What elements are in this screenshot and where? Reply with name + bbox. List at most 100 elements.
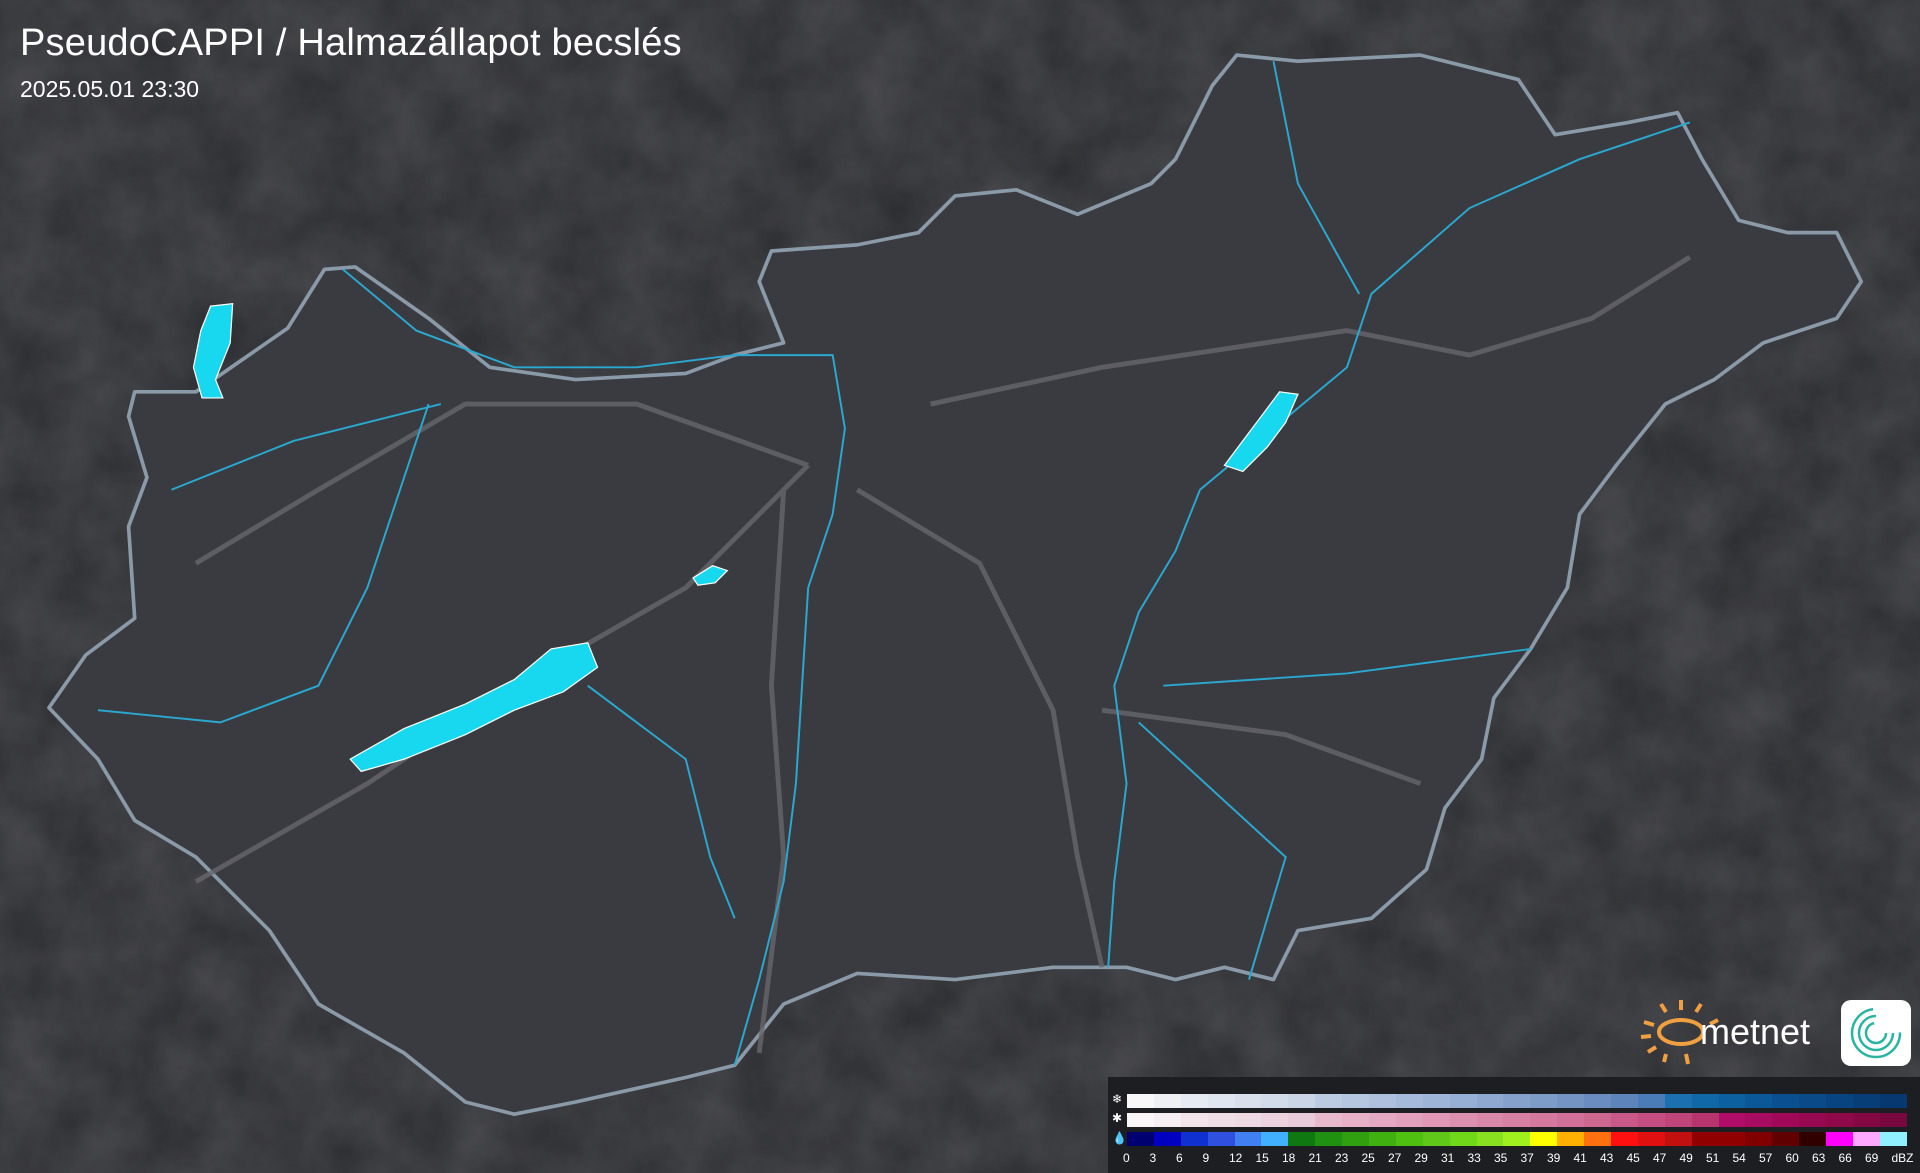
legend-swatch [1395, 1094, 1423, 1108]
legend-swatch [1153, 1113, 1181, 1127]
legend-swatch [1826, 1132, 1854, 1146]
legend-swatch [1503, 1094, 1531, 1108]
legend-swatch [1503, 1132, 1531, 1146]
legend-swatch [1611, 1132, 1638, 1146]
legend-swatch [1584, 1094, 1612, 1108]
legend-label: 25 [1361, 1151, 1375, 1165]
legend-swatch [1772, 1113, 1800, 1127]
lakes [192, 302, 1299, 773]
legend-swatch [1476, 1094, 1504, 1108]
legend-swatch [1799, 1132, 1827, 1146]
legend-swatch [1395, 1113, 1423, 1127]
legend-label: dBZ [1891, 1151, 1914, 1165]
legend-swatch [1261, 1132, 1289, 1146]
raindrop-icon: 💧 [1112, 1131, 1127, 1145]
lake-ferto [192, 302, 234, 399]
legend-swatch [1664, 1132, 1692, 1146]
legend-label: 6 [1176, 1151, 1183, 1165]
legend-swatch [1476, 1113, 1504, 1127]
legend-swatch [1503, 1113, 1531, 1127]
legend-label: 23 [1335, 1151, 1349, 1165]
legend-label: 31 [1441, 1151, 1455, 1165]
legend-swatch [1422, 1113, 1450, 1127]
legend-swatch [1691, 1113, 1719, 1127]
legend-swatch [1611, 1094, 1638, 1108]
legend-label: 60 [1785, 1151, 1799, 1165]
legend-swatch [1449, 1094, 1477, 1108]
legend-swatch [1557, 1113, 1585, 1127]
legend-label: 54 [1732, 1151, 1746, 1165]
logo-text: metnet [1700, 1011, 1810, 1052]
legend-swatch [1584, 1132, 1612, 1146]
country-hungary [47, 53, 1864, 1117]
legend-swatch [1342, 1094, 1370, 1108]
legend-label: 49 [1679, 1151, 1693, 1165]
legend-swatch [1584, 1113, 1612, 1127]
legend-swatch [1449, 1132, 1477, 1146]
legend-snow-scale [1127, 1094, 1907, 1108]
legend-label: 18 [1282, 1151, 1296, 1165]
legend-swatch [1153, 1132, 1181, 1146]
legend-label: 15 [1255, 1151, 1269, 1165]
legend-swatch [1180, 1132, 1208, 1146]
legend-swatch [1288, 1132, 1316, 1146]
legend-swatch [1745, 1113, 1773, 1127]
legend-label: 33 [1467, 1151, 1481, 1165]
legend-swatch [1422, 1132, 1450, 1146]
legend-swatch [1288, 1113, 1316, 1127]
legend-swatch [1207, 1132, 1235, 1146]
lake-tisza [1223, 391, 1299, 473]
legend-swatch [1557, 1094, 1585, 1108]
legend-label: 51 [1706, 1151, 1720, 1165]
legend-label: 43 [1600, 1151, 1614, 1165]
legend-swatch [1315, 1132, 1343, 1146]
dbz-legend: ❄ ✱ 💧 0 3 6 9 12 15 18 21 23 25 27 29 31 33 35 37 39 41 43… [1108, 1077, 1920, 1173]
legend-label: 45 [1626, 1151, 1640, 1165]
legend-swatch [1691, 1094, 1719, 1108]
legend-swatch [1395, 1132, 1423, 1146]
legend-mixed-scale [1127, 1113, 1907, 1127]
legend-swatch [1853, 1113, 1880, 1127]
legend-swatch [1127, 1113, 1154, 1127]
sleet-icon: ✱ [1112, 1111, 1123, 1125]
legend-swatch [1745, 1132, 1773, 1146]
legend-swatch [1530, 1132, 1558, 1146]
legend-swatch [1261, 1094, 1289, 1108]
legend-swatch [1637, 1094, 1665, 1108]
legend-swatch [1207, 1094, 1235, 1108]
legend-swatch [1799, 1094, 1827, 1108]
legend-rain-scale [1127, 1132, 1907, 1146]
legend-swatch [1153, 1094, 1181, 1108]
legend-swatch [1853, 1132, 1880, 1146]
legend-label: 3 [1149, 1151, 1157, 1165]
legend-swatch [1180, 1113, 1208, 1127]
legend-swatch [1879, 1094, 1907, 1108]
legend-label: 27 [1388, 1151, 1402, 1165]
lake-balaton [349, 642, 599, 773]
legend-swatch [1422, 1094, 1450, 1108]
legend-label: 21 [1308, 1151, 1322, 1165]
legend-swatch [1530, 1094, 1558, 1108]
rivers [97, 61, 1691, 1066]
legend-swatch [1637, 1113, 1665, 1127]
legend-label: 37 [1520, 1151, 1534, 1165]
legend-label: 9 [1202, 1151, 1210, 1165]
legend-swatch [1772, 1132, 1800, 1146]
legend-label: 12 [1229, 1151, 1243, 1165]
legend-label: 0 [1123, 1151, 1130, 1165]
legend-swatch [1315, 1094, 1343, 1108]
legend-swatch [1180, 1094, 1208, 1108]
legend-swatch [1449, 1113, 1477, 1127]
map-title: PseudoCAPPI / Halmazállapot becslés [20, 22, 682, 64]
legend-swatch [1853, 1094, 1880, 1108]
legend-swatch [1772, 1094, 1800, 1108]
legend-swatch [1127, 1094, 1154, 1108]
legend-swatch [1826, 1094, 1854, 1108]
legend-swatch [1664, 1094, 1692, 1108]
legend-swatch [1611, 1113, 1638, 1127]
legend-swatch [1369, 1132, 1396, 1146]
legend-swatch [1664, 1113, 1692, 1127]
legend-swatch [1718, 1132, 1746, 1146]
legend-swatch [1342, 1132, 1370, 1146]
legend-swatch [1476, 1132, 1504, 1146]
